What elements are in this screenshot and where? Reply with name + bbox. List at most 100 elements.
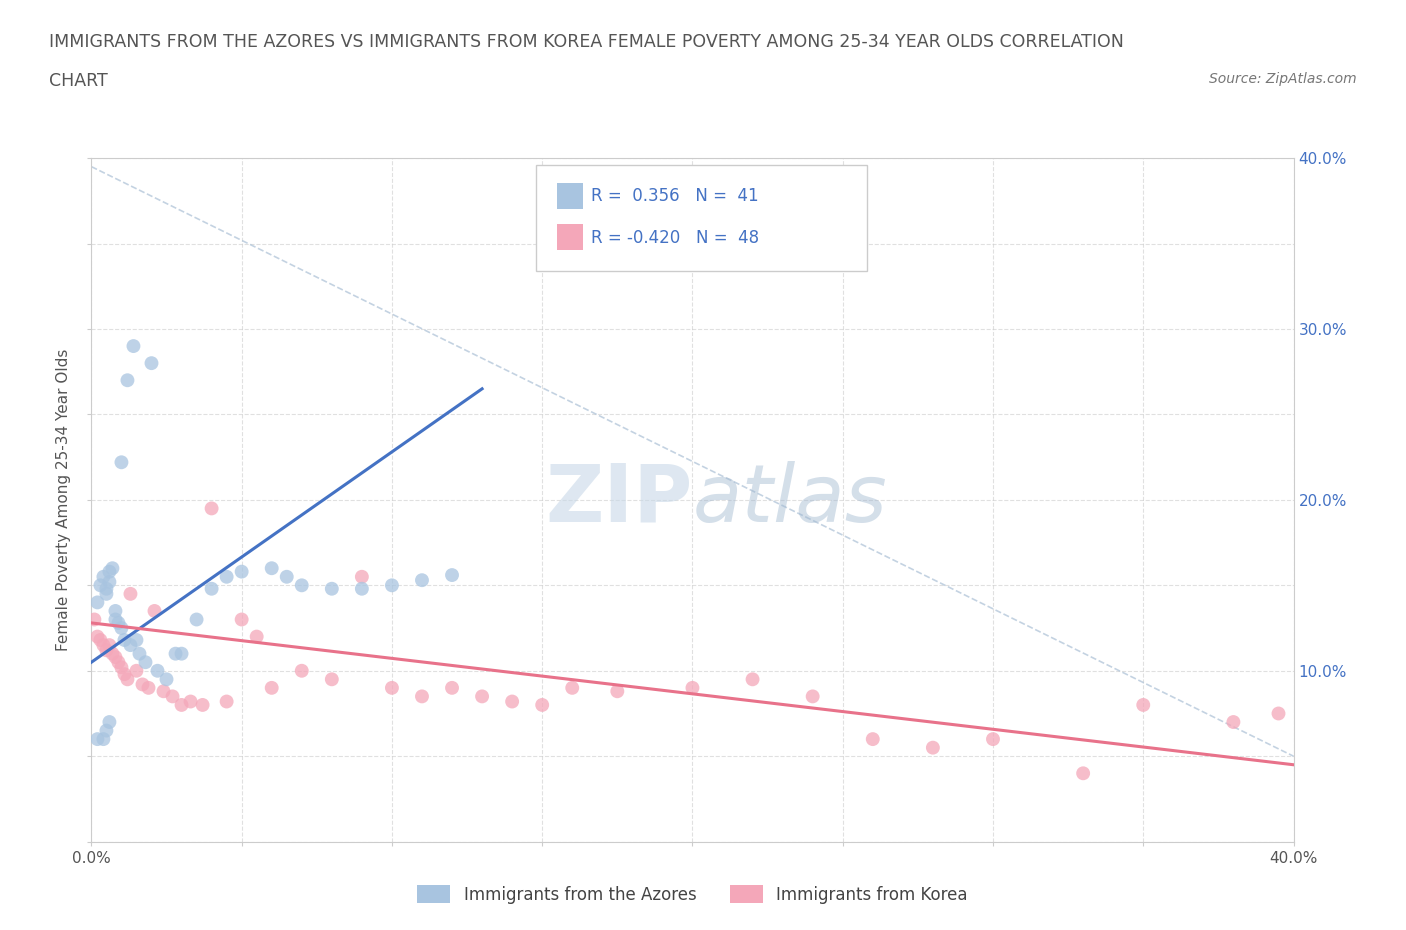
Text: IMMIGRANTS FROM THE AZORES VS IMMIGRANTS FROM KOREA FEMALE POVERTY AMONG 25-34 Y: IMMIGRANTS FROM THE AZORES VS IMMIGRANTS…: [49, 33, 1123, 50]
Point: [93, 569, 115, 584]
Point: [350, 569, 373, 584]
Point: [201, 581, 224, 596]
Point: [215, 569, 238, 584]
Point: [321, 581, 343, 596]
Point: [125, 632, 148, 647]
Point: [83, 612, 105, 627]
Point: [117, 373, 139, 388]
Point: [922, 740, 945, 755]
Point: [96, 581, 118, 596]
Point: [231, 612, 253, 627]
Point: [215, 694, 238, 709]
Point: [1267, 706, 1289, 721]
Point: [152, 684, 174, 698]
Point: [165, 646, 187, 661]
Point: [276, 569, 298, 584]
Point: [120, 638, 142, 653]
Point: [531, 698, 554, 712]
Point: [191, 698, 214, 712]
Point: [101, 561, 124, 576]
Text: R =  0.356   N =  41: R = 0.356 N = 41: [592, 187, 759, 206]
Point: [180, 694, 202, 709]
Point: [86, 732, 108, 747]
Point: [741, 671, 763, 686]
Point: [110, 620, 132, 635]
Point: [321, 671, 343, 686]
Text: R = -0.420   N =  48: R = -0.420 N = 48: [592, 229, 759, 247]
Point: [104, 604, 127, 618]
Point: [1071, 766, 1094, 781]
Point: [981, 732, 1004, 747]
Point: [155, 671, 177, 686]
Point: [141, 356, 163, 371]
Point: [162, 689, 184, 704]
Point: [186, 612, 208, 627]
Point: [93, 638, 115, 653]
Point: [107, 616, 129, 631]
Text: CHART: CHART: [49, 72, 108, 89]
Point: [86, 595, 108, 610]
Point: [131, 677, 153, 692]
Point: [501, 694, 523, 709]
Point: [231, 565, 253, 579]
Point: [411, 573, 433, 588]
Point: [93, 732, 115, 747]
Y-axis label: Female Poverty Among 25-34 Year Olds: Female Poverty Among 25-34 Year Olds: [56, 349, 72, 651]
Point: [143, 604, 166, 618]
Point: [381, 578, 404, 592]
Point: [138, 681, 160, 696]
Point: [86, 630, 108, 644]
Point: [350, 581, 373, 596]
Point: [471, 689, 494, 704]
Point: [1132, 698, 1154, 712]
Point: [291, 663, 314, 678]
Point: [117, 671, 139, 686]
Point: [89, 578, 111, 592]
Point: [110, 455, 132, 470]
Text: ZIP: ZIP: [546, 461, 692, 538]
Point: [114, 667, 136, 682]
Point: [606, 684, 628, 698]
Point: [681, 681, 703, 696]
Point: [98, 575, 121, 590]
Point: [110, 660, 132, 675]
Point: [381, 681, 404, 696]
Point: [170, 698, 193, 712]
Point: [122, 339, 145, 353]
Point: [98, 638, 121, 653]
Text: atlas: atlas: [692, 461, 887, 538]
Point: [411, 689, 433, 704]
Point: [146, 663, 169, 678]
Point: [170, 646, 193, 661]
Point: [260, 681, 283, 696]
Point: [114, 632, 136, 647]
Point: [96, 587, 118, 602]
Text: Source: ZipAtlas.com: Source: ZipAtlas.com: [1209, 72, 1357, 86]
Point: [107, 655, 129, 670]
Point: [125, 663, 148, 678]
Point: [98, 714, 121, 729]
Bar: [557, 224, 583, 250]
Point: [101, 646, 124, 661]
FancyBboxPatch shape: [536, 165, 866, 271]
Point: [1222, 714, 1244, 729]
Point: [120, 587, 142, 602]
Point: [98, 565, 121, 579]
Legend: Immigrants from the Azores, Immigrants from Korea: Immigrants from the Azores, Immigrants f…: [409, 877, 976, 912]
Point: [801, 689, 824, 704]
Point: [440, 681, 463, 696]
Point: [862, 732, 884, 747]
Point: [260, 561, 283, 576]
Point: [104, 650, 127, 665]
Point: [89, 632, 111, 647]
Point: [246, 630, 269, 644]
Point: [291, 578, 314, 592]
Point: [201, 501, 224, 516]
Bar: [557, 182, 583, 208]
Point: [134, 655, 156, 670]
Point: [128, 646, 150, 661]
Point: [96, 724, 118, 738]
Point: [440, 567, 463, 582]
Point: [96, 643, 118, 658]
Point: [561, 681, 583, 696]
